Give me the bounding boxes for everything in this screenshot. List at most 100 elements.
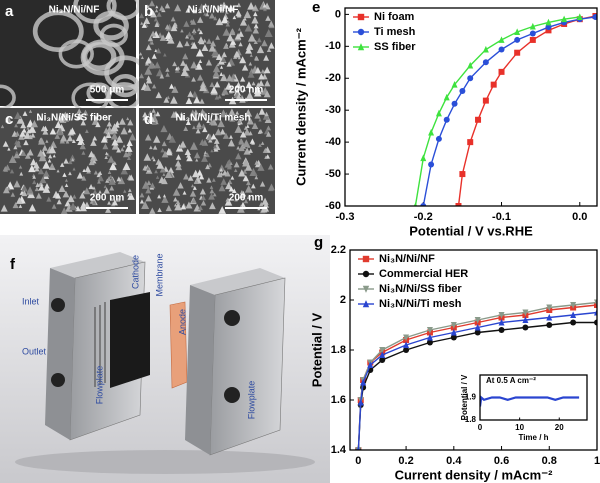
y-tick-label: 0 (335, 8, 341, 20)
grain (238, 169, 246, 177)
grain (0, 124, 5, 129)
grain (239, 18, 248, 26)
legend-marker (362, 270, 370, 278)
sample-label: Ni₃N/Ni/NF (49, 5, 100, 16)
grain (76, 108, 82, 114)
grain (200, 200, 207, 206)
grain (62, 172, 67, 177)
marker (545, 24, 552, 31)
y-tick-label: 1.8 (465, 415, 477, 424)
grain (233, 50, 240, 58)
grain (180, 60, 186, 66)
grain (253, 86, 262, 95)
scale-label: 500 μm (90, 85, 125, 96)
grain (19, 130, 26, 137)
grain (211, 48, 220, 57)
grain (105, 151, 109, 155)
grain (38, 184, 45, 191)
grain (116, 176, 122, 182)
marker (443, 116, 450, 123)
grain (198, 174, 205, 180)
grain (260, 205, 268, 213)
grain (214, 81, 221, 88)
grain (227, 139, 235, 147)
grain (190, 41, 198, 49)
panel-label: c (5, 111, 13, 128)
grain (260, 141, 265, 145)
marker (459, 88, 466, 95)
grain (106, 152, 110, 157)
y-axis-label: Current density / mAcm⁻² (293, 27, 308, 186)
marker (546, 313, 553, 321)
grain (239, 56, 247, 64)
grain (187, 90, 194, 97)
grain (198, 29, 203, 35)
grain (180, 28, 184, 33)
grain (189, 34, 195, 40)
grain (63, 158, 69, 164)
marker (529, 30, 536, 37)
grain (191, 76, 196, 82)
grain (79, 203, 87, 212)
grain (128, 192, 132, 197)
grain (202, 110, 207, 116)
marker (426, 339, 433, 346)
grain (189, 19, 193, 23)
grain (191, 169, 200, 178)
grain (234, 33, 242, 40)
grain (199, 188, 206, 195)
grain (150, 30, 157, 37)
grain (82, 109, 89, 116)
grain (145, 183, 150, 189)
grain (180, 203, 187, 210)
diagram-label: Inlet (22, 296, 40, 306)
grain (242, 174, 250, 182)
grain (198, 3, 205, 10)
legend-marker (357, 13, 365, 21)
grain (199, 83, 208, 92)
grain (28, 164, 36, 173)
grain (66, 135, 74, 142)
grain (229, 115, 236, 122)
grain (201, 154, 208, 162)
grain (155, 111, 161, 117)
grain (209, 188, 215, 194)
grain (95, 193, 101, 198)
grain (106, 176, 112, 182)
grain (7, 147, 11, 151)
grain (60, 207, 68, 214)
grain (55, 192, 62, 199)
y-tick-label: 1.4 (331, 444, 347, 456)
grain (52, 154, 56, 158)
grain (170, 111, 178, 118)
marker (413, 202, 418, 206)
grain (157, 207, 162, 213)
grain (175, 199, 181, 205)
grain (238, 41, 243, 47)
sample-label: Ni₃N/Ni/Ti mesh (175, 113, 250, 124)
grain (28, 125, 37, 133)
marker (594, 299, 597, 307)
marker (357, 398, 364, 406)
grain (243, 147, 251, 155)
grain (248, 131, 253, 136)
grain (255, 82, 261, 87)
grain (161, 141, 167, 147)
grain (263, 54, 270, 61)
grain (13, 180, 21, 188)
grain (197, 36, 205, 44)
grain (165, 37, 170, 42)
grain (193, 109, 199, 115)
grain (106, 121, 113, 127)
grain (68, 127, 76, 135)
grain (2, 186, 10, 194)
grain (96, 113, 100, 117)
grain (172, 188, 181, 196)
panel-label: f (10, 256, 16, 273)
grain (224, 170, 231, 177)
grain (34, 186, 40, 192)
diagram-label: Flowplate (94, 366, 104, 405)
grain (194, 179, 199, 184)
grain (81, 175, 87, 181)
grain (106, 132, 110, 136)
